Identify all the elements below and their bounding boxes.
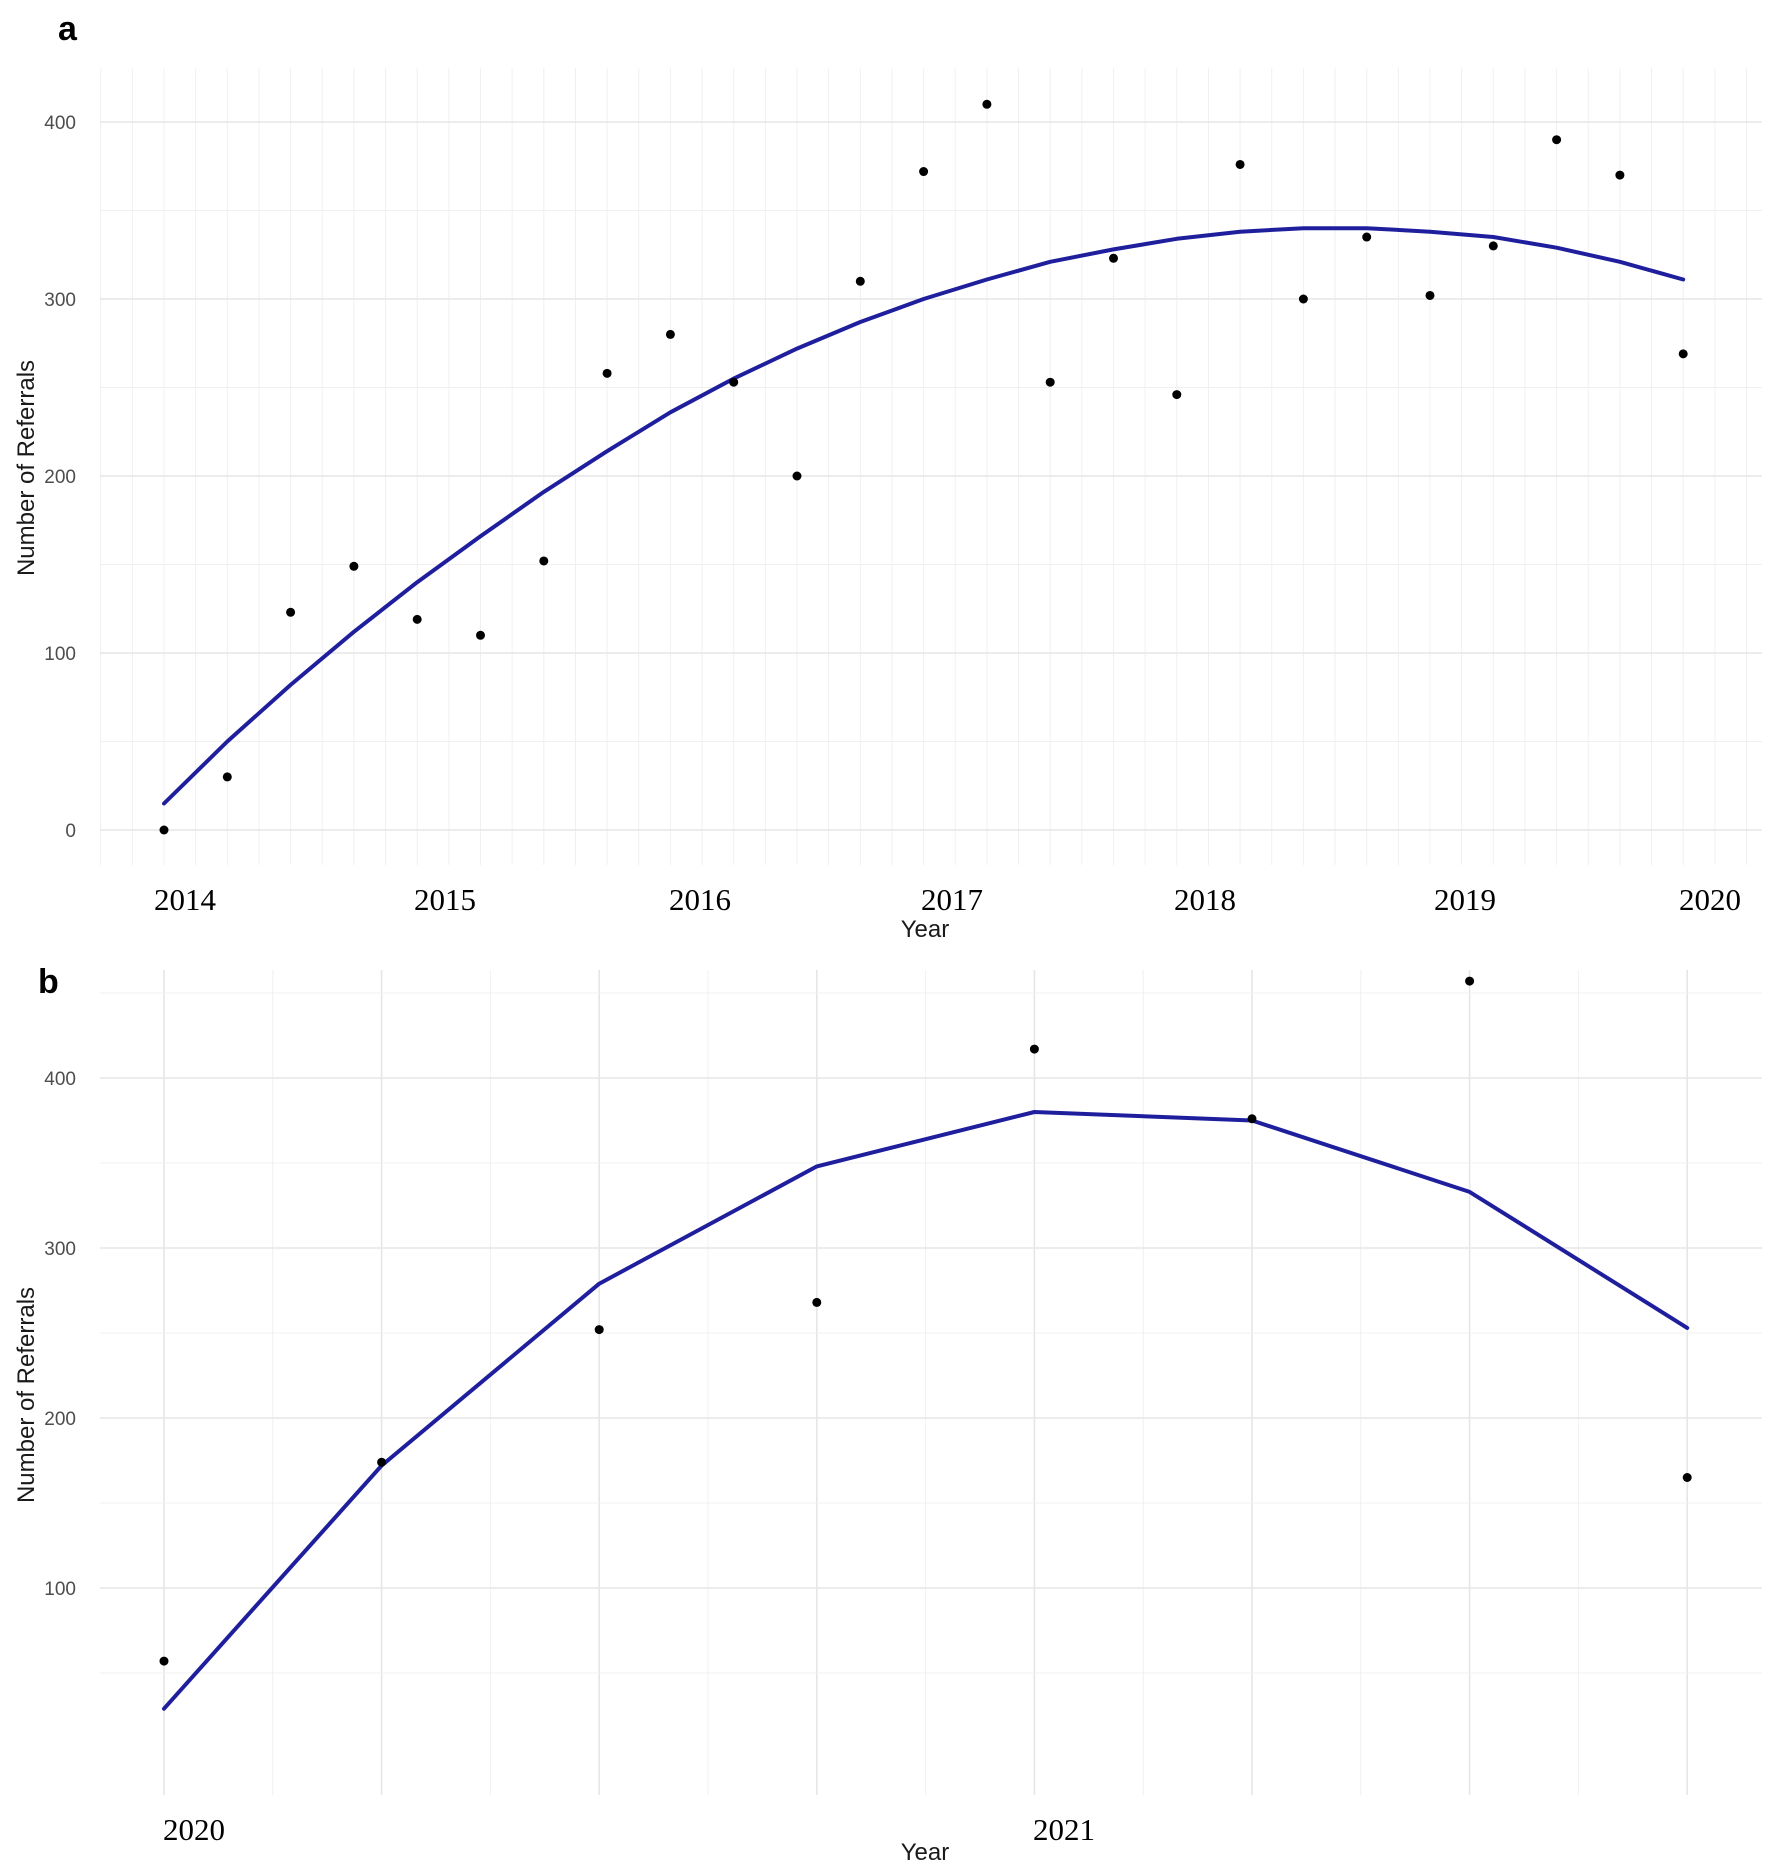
x-tick-label: 2020 [163, 1812, 225, 1847]
data-point [1235, 159, 1245, 169]
x-tick-label: 2017 [921, 882, 983, 917]
x-tick-label: 2015 [414, 882, 476, 917]
data-point [729, 377, 739, 387]
data-point [1298, 294, 1308, 304]
panel-b: b 100 200 300 400 2020 2021 Year Number of R… [13, 963, 1762, 1866]
data-point [1552, 135, 1562, 145]
x-tick-label: 2014 [154, 882, 217, 917]
data-point [412, 614, 422, 624]
data-point [665, 329, 675, 339]
panel-b-y-tick-labels: 100 200 300 400 [44, 1069, 76, 1600]
data-point [1247, 1114, 1257, 1124]
y-tick-label: 200 [44, 1409, 76, 1430]
data-point [539, 556, 549, 566]
data-point [159, 825, 169, 835]
data-point [855, 276, 865, 286]
data-point [594, 1325, 604, 1335]
data-point [1682, 1473, 1692, 1482]
panel-a-y-tick-labels: 0 100 200 300 400 [44, 113, 76, 842]
data-point [1045, 377, 1055, 387]
data-point [1425, 290, 1435, 300]
y-tick-label: 200 [44, 467, 76, 488]
data-point [1678, 349, 1688, 359]
y-tick-label: 400 [44, 113, 76, 134]
panel-b-grid [100, 970, 1762, 1795]
x-tick-label: 2021 [1033, 1812, 1095, 1847]
data-point [982, 99, 992, 109]
y-tick-label: 400 [44, 1069, 76, 1090]
y-tick-label: 300 [44, 290, 76, 311]
panel-a-letter: a [58, 10, 78, 48]
panel-a-y-axis-label: Number of Referrals [13, 360, 40, 576]
data-point [1029, 1044, 1039, 1054]
data-point [919, 167, 929, 177]
x-tick-label: 2019 [1434, 882, 1496, 917]
data-point [476, 630, 485, 640]
y-tick-label: 100 [44, 644, 76, 665]
y-tick-label: 100 [44, 1579, 76, 1600]
data-point [1488, 241, 1498, 251]
y-tick-label: 0 [65, 821, 76, 842]
panel-a-x-tick-labels: 2014 2015 2016 2017 2018 2019 2020 [154, 882, 1741, 917]
data-point [1465, 976, 1475, 986]
data-point [349, 561, 359, 571]
data-point [159, 1656, 169, 1666]
y-tick-label: 300 [44, 1239, 76, 1260]
panel-b-fit-line [162, 1110, 1690, 1711]
x-tick-label: 2020 [1679, 882, 1741, 917]
x-tick-label: 2016 [669, 882, 731, 917]
data-point [1615, 170, 1625, 180]
data-point [286, 607, 296, 617]
data-point [792, 471, 802, 481]
data-point [1172, 390, 1182, 400]
data-point [602, 368, 612, 378]
panel-a-grid [100, 68, 1762, 865]
panel-b-letter: b [38, 963, 59, 1001]
panel-a: a 0 100 200 300 400 2014 2015 2016 2017 2018 2019… [13, 10, 1762, 943]
x-tick-label: 2018 [1174, 882, 1236, 917]
panel-b-points [159, 976, 1692, 1666]
panel-a-points [159, 99, 1688, 835]
data-point [1362, 232, 1372, 242]
data-point [377, 1457, 387, 1467]
panel-b-y-axis-label: Number of Referrals [13, 1287, 40, 1503]
data-point [222, 772, 232, 782]
panel-b-x-tick-labels: 2020 2021 [163, 1812, 1095, 1847]
panel-a-x-axis-label: Year [901, 916, 950, 943]
panel-b-x-axis-label: Year [901, 1839, 950, 1866]
data-point [1109, 253, 1118, 263]
data-point [812, 1297, 822, 1307]
panel-a-fit-line [162, 226, 1686, 806]
